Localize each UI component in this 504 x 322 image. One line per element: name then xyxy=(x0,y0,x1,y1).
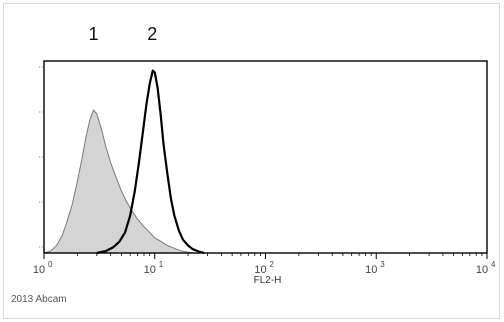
x-tick-exponent: 0 xyxy=(48,260,53,269)
x-axis-ticks: 10 0 10 1 10 2 10 3 10 4 xyxy=(33,253,496,276)
peak-annotation-2: 2 xyxy=(147,24,157,44)
credit-text: 2013 Abcam xyxy=(11,294,67,305)
x-tick-label: 10 xyxy=(254,264,266,276)
x-tick-label: 10 xyxy=(365,264,377,276)
x-tick-label: 10 xyxy=(144,264,156,276)
x-tick-exponent: 3 xyxy=(380,260,385,269)
x-tick-exponent: 4 xyxy=(491,260,496,269)
x-tick-label: 10 xyxy=(33,264,45,276)
x-tick-label: 10 xyxy=(476,264,488,276)
histogram-series-1 xyxy=(43,109,195,254)
x-tick-exponent: 2 xyxy=(270,260,275,269)
x-axis-label: FL2-H xyxy=(254,275,282,286)
series-layer xyxy=(43,69,205,255)
histogram-series-2 xyxy=(96,69,205,255)
y-axis-ticks xyxy=(39,66,43,248)
peak-annotation-1: 1 xyxy=(89,24,99,44)
x-tick-exponent: 1 xyxy=(159,260,164,269)
